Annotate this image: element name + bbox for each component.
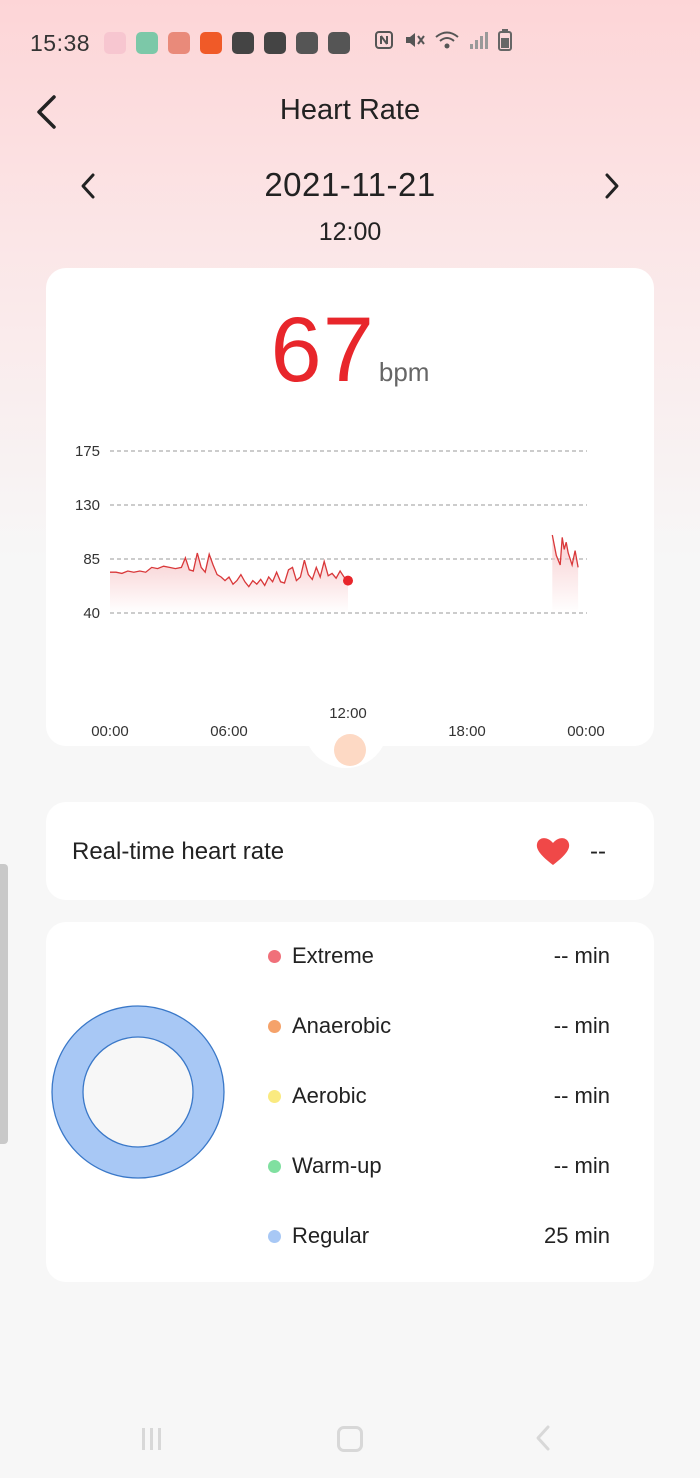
zone-name: Warm-up <box>292 1153 382 1178</box>
y-tick-label: 85 <box>83 551 100 568</box>
realtime-label: Real-time heart rate <box>72 838 285 865</box>
zone-name: Aerobic <box>292 1083 367 1108</box>
x-tick-label: 06:00 <box>210 723 248 740</box>
wifi-icon <box>434 30 460 56</box>
series-area <box>552 535 579 613</box>
x-tick-label: 00:00 <box>567 723 605 740</box>
photos-app-icon <box>104 32 127 54</box>
zone-name: Extreme <box>292 943 374 968</box>
x-tick-label: 12:00 <box>329 705 367 722</box>
selected-time-label: 12:00 <box>318 218 382 246</box>
realtime-value: -- <box>590 838 606 865</box>
key-app-icon <box>296 32 319 54</box>
heart-rate-zones-card: Extreme -- min Anaerobic -- min Aerobic -- mi… <box>46 922 654 1282</box>
heart-icon <box>536 838 570 865</box>
zone-name: Anaerobic <box>292 1013 392 1038</box>
zone-value: -- min <box>553 1153 610 1178</box>
x-tick-label: 18:00 <box>448 723 486 740</box>
chevron-left-icon <box>37 95 56 129</box>
zone-row-extreme: Extreme -- min <box>266 938 610 978</box>
zone-color-dot <box>268 1160 281 1173</box>
heart-rate-chart-card: 67 bpm 175 130 85 40 00:00 06:00 12:00 18:00 00:0… <box>46 268 654 746</box>
status-time: 15:38 <box>30 29 91 56</box>
close-box-icon <box>328 32 351 54</box>
flash-app-icon <box>200 32 223 54</box>
realtime-heart-rate-card[interactable]: Real-time heart rate -- <box>46 802 654 900</box>
zone-row-warm-up: Warm-up -- min <box>266 1148 610 1188</box>
time-slider-knob[interactable] <box>334 734 366 766</box>
home-icon[interactable] <box>337 1426 363 1452</box>
y-tick-label: 130 <box>75 497 100 514</box>
status-bar: 15:38 <box>0 0 700 86</box>
page-title: Heart Rate <box>279 94 421 126</box>
chevron-left-icon <box>81 173 95 199</box>
status-app-icons <box>104 32 351 54</box>
zone-value: 25 min <box>543 1223 610 1248</box>
signal-icon <box>469 30 489 56</box>
zone-value: -- min <box>553 1013 610 1038</box>
donut-outer-ring <box>51 1005 225 1179</box>
zone-color-dot <box>268 950 281 963</box>
zone-color-dot <box>268 1090 281 1103</box>
series-line <box>110 551 349 588</box>
date-navigator: 2021-11-21 <box>0 158 700 214</box>
system-nav-bar <box>0 1410 700 1470</box>
previous-day-button[interactable] <box>68 166 108 206</box>
nfc-icon <box>374 30 394 56</box>
zone-row-regular: Regular 25 min <box>266 1218 610 1258</box>
chevron-right-icon <box>605 173 619 199</box>
next-day-button[interactable] <box>592 166 632 206</box>
mute-icon <box>403 30 425 56</box>
zone-row-aerobic: Aerobic -- min <box>266 1078 610 1118</box>
app-header: Heart Rate <box>0 84 700 144</box>
x-tick-label: 00:00 <box>91 723 129 740</box>
back-arrow-icon[interactable] <box>534 1424 552 1457</box>
health-app-icon <box>136 32 159 54</box>
gallery-app-icon <box>232 32 255 54</box>
battery-icon <box>498 29 513 57</box>
heart-app-icon <box>168 32 191 54</box>
zone-row-anaerobic: Anaerobic -- min <box>266 1008 610 1048</box>
zone-name: Regular <box>292 1223 370 1248</box>
heart-rate-chart[interactable]: 175 130 85 40 00:00 06:00 12:00 18:00 00:00 <box>46 268 654 746</box>
zone-color-dot <box>268 1020 281 1033</box>
zones-donut-chart <box>51 1005 225 1179</box>
series-area <box>110 553 348 613</box>
edge-panel-handle[interactable] <box>0 864 8 1144</box>
y-tick-label: 40 <box>83 605 100 622</box>
current-bpm-readout: 67 bpm <box>46 298 654 403</box>
zone-color-dot <box>268 1230 281 1243</box>
donut-segment <box>52 1006 224 1178</box>
zone-value: -- min <box>553 943 610 968</box>
bpm-unit: bpm <box>378 357 430 387</box>
date-label: 2021-11-21 <box>264 166 436 203</box>
recent-apps-icon[interactable] <box>142 1428 161 1450</box>
back-button[interactable] <box>26 92 66 132</box>
selected-point <box>343 575 353 586</box>
donut-hole <box>82 1036 194 1148</box>
q-app-icon <box>264 32 287 54</box>
bpm-value: 67 <box>270 299 375 401</box>
status-system-icons <box>374 29 513 57</box>
y-tick-label: 175 <box>75 443 100 460</box>
series-line <box>551 534 579 568</box>
zone-value: -- min <box>553 1083 610 1108</box>
